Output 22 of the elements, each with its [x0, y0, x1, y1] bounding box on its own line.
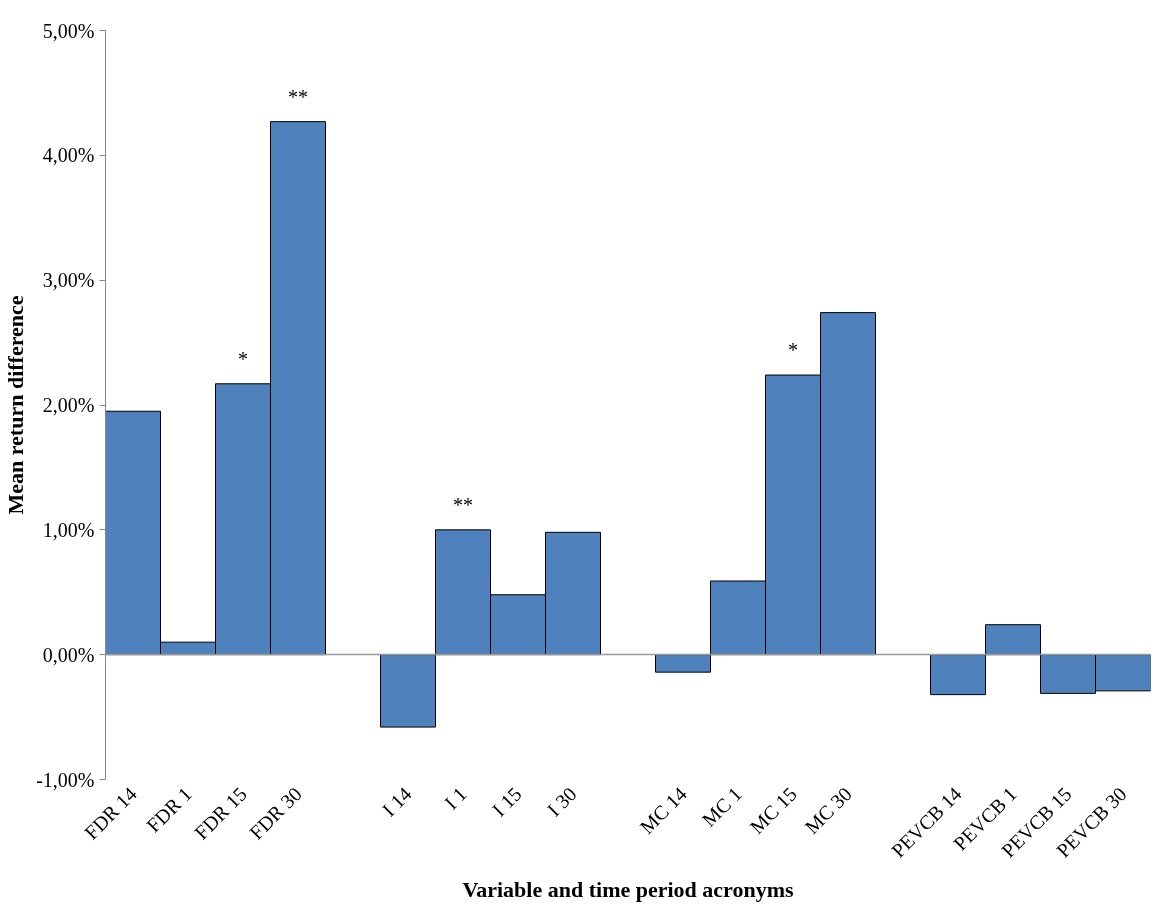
x-axis-title: Variable and time period acronyms — [462, 877, 795, 903]
y-tick-label: 1,00% — [42, 518, 95, 541]
x-tick-label: I 14 — [377, 782, 416, 821]
y-tick-label: 2,00% — [42, 394, 95, 416]
x-tick-label: I 15 — [487, 782, 526, 821]
annotation: ** — [288, 85, 308, 108]
x-tick-label: MC 14 — [635, 782, 691, 838]
x-tick-label: I 1 — [439, 782, 471, 814]
y-tick-label: 4,00% — [42, 144, 95, 167]
annotation: * — [788, 339, 798, 362]
x-tick-label: FDR 30 — [245, 782, 306, 844]
annotation: * — [238, 347, 248, 370]
y-tick-label: 3,00% — [42, 269, 95, 292]
y-tick-label: -1,00% — [36, 768, 95, 791]
annotation: ** — [453, 493, 473, 516]
x-tick-label: MC 1 — [697, 782, 746, 831]
y-tick-label: 5,00% — [42, 19, 95, 42]
x-tick-label: MC 30 — [800, 782, 856, 838]
y-axis-title: Mean return difference — [3, 295, 29, 515]
x-tick-label: MC 15 — [745, 782, 801, 838]
x-tick-label: I 30 — [542, 782, 581, 821]
y-tick-label: 0,00% — [42, 643, 95, 666]
